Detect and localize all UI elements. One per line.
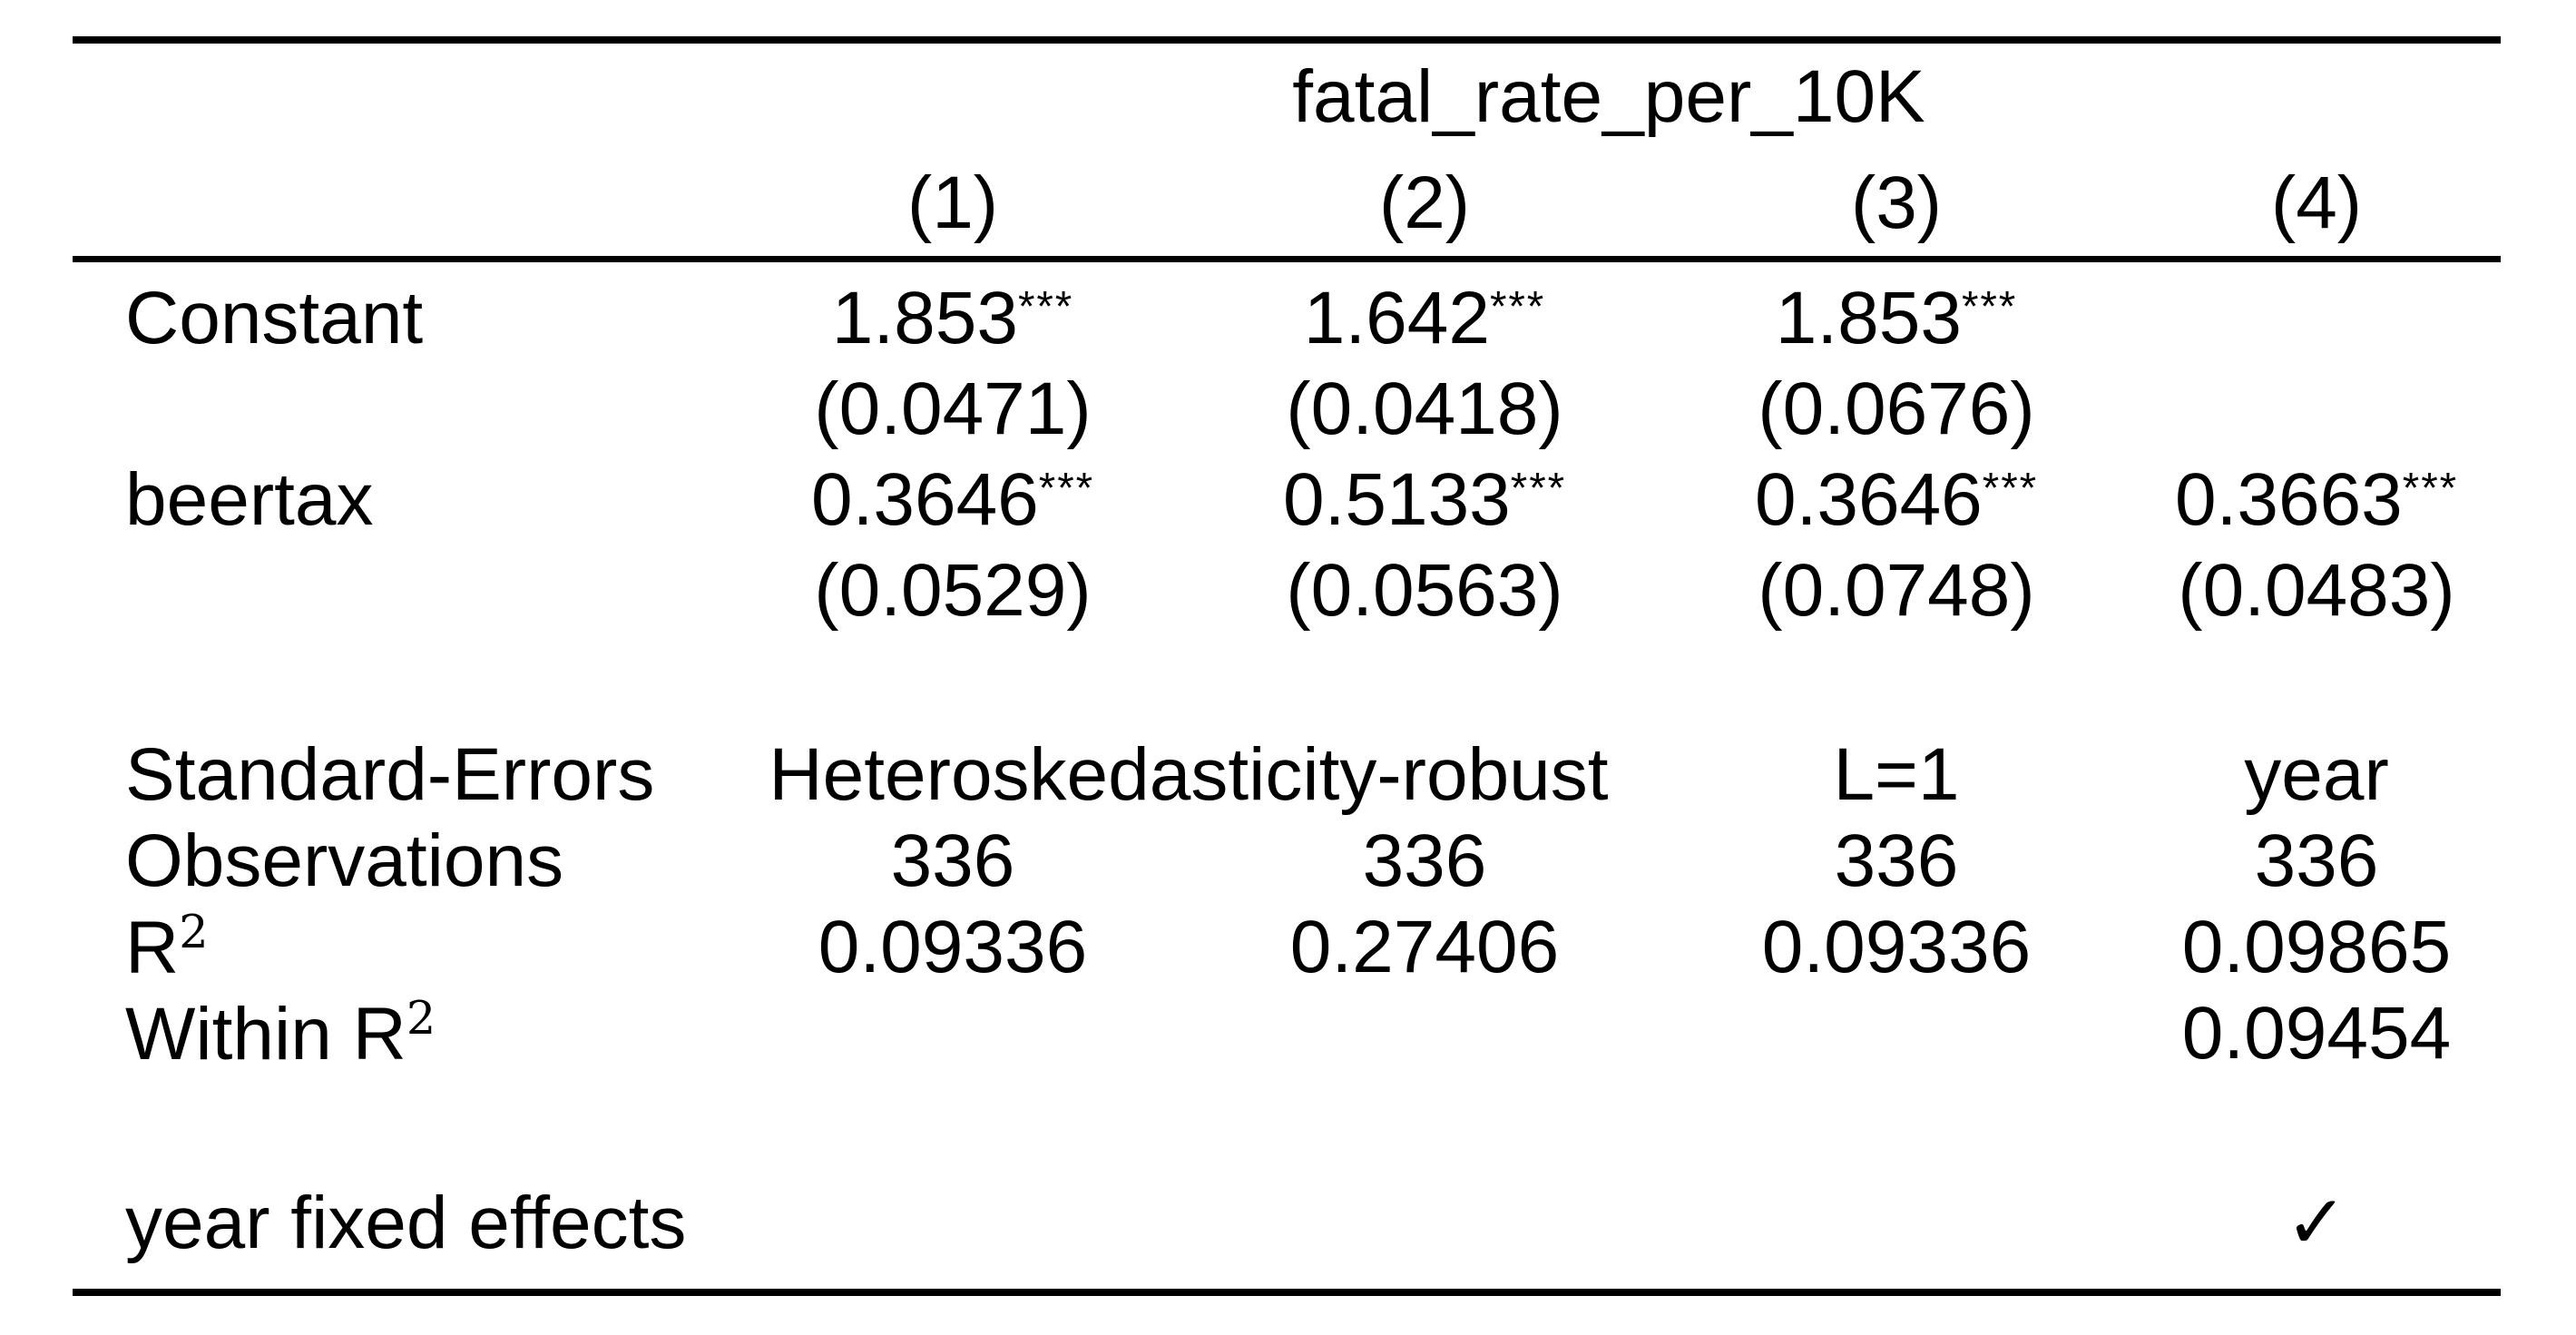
constant-estimate-2: 1.642*** xyxy=(1189,281,1660,356)
r2-label: R2 xyxy=(73,906,717,989)
estimate-value: 0.3646 xyxy=(810,458,1039,541)
table-body: Constant 1.853*** 1.642*** 1.853*** (0.0… xyxy=(73,262,2501,1289)
constant-estimate-row: Constant 1.853*** 1.642*** 1.853*** xyxy=(73,273,2501,364)
r2-label-base: R xyxy=(125,906,180,989)
constant-stderr-1: (0.0471) xyxy=(814,368,1092,450)
within-r2-row: Within R2 0.09454 xyxy=(73,990,2501,1076)
beertax-stderr-4: (0.0483) xyxy=(2178,549,2455,632)
standard-errors-row: Standard-Errors Heteroskedasticity-robus… xyxy=(73,731,2501,818)
constant-estimate-1: 1.853*** xyxy=(717,281,1189,356)
section-gap xyxy=(73,1076,2501,1178)
r2-row: R2 0.09336 0.27406 0.09336 0.09865 xyxy=(73,904,2501,990)
constant-stderr-3: (0.0676) xyxy=(1758,368,2035,450)
estimate-value: 0.3646 xyxy=(1754,458,1983,541)
significance-stars: *** xyxy=(1510,464,1567,513)
se-type-col-3: L=1 xyxy=(1833,732,1960,816)
beertax-stderr-3: (0.0748) xyxy=(1758,549,2035,632)
r2-1: 0.09336 xyxy=(818,905,1088,988)
standard-errors-label: Standard-Errors xyxy=(125,732,655,816)
mid-rule xyxy=(73,256,2501,262)
observations-3: 336 xyxy=(1834,819,1959,902)
significance-stars: *** xyxy=(1961,282,2018,331)
significance-stars: *** xyxy=(1489,282,1546,331)
model-header-2: (2) xyxy=(1378,161,1471,244)
estimate-value: 1.853 xyxy=(1775,277,1962,359)
dependent-variable-row: fatal_rate_per_10K xyxy=(73,44,2501,150)
year-fixed-effects-label: year fixed effects xyxy=(125,1182,687,1264)
bottom-rule xyxy=(73,1289,2501,1296)
year-fixed-effects-row: year fixed effects ✓ xyxy=(73,1178,2501,1269)
beertax-stderr-1: (0.0529) xyxy=(814,549,1092,632)
regression-table: fatal_rate_per_10K (1) (2) (3) (4) Const… xyxy=(73,36,2501,1296)
section-gap xyxy=(73,636,2501,731)
se-type-cols-1-2: Heteroskedasticity-robust xyxy=(769,732,1609,816)
constant-label: Constant xyxy=(125,277,424,359)
r2-3: 0.09336 xyxy=(1761,905,2032,988)
beertax-label: beertax xyxy=(125,458,374,541)
beertax-estimate-3: 0.3646*** xyxy=(1660,463,2132,537)
se-type-col-4: year xyxy=(2244,732,2389,816)
beertax-stderr-2: (0.0563) xyxy=(1286,549,1563,632)
beertax-estimate-1: 0.3646*** xyxy=(717,463,1189,537)
beertax-estimate-4: 0.3663*** xyxy=(2132,463,2501,537)
within-r2-4: 0.09454 xyxy=(2181,991,2452,1075)
r2-2: 0.27406 xyxy=(1289,905,1560,988)
observations-label: Observations xyxy=(125,819,564,902)
estimate-value: 0.3663 xyxy=(2174,458,2403,541)
within-r2-label: Within R2 xyxy=(73,995,717,1072)
beertax-stderr-row: (0.0529) (0.0563) (0.0748) (0.0483) xyxy=(73,545,2501,636)
model-header-1: (1) xyxy=(906,161,999,244)
observations-4: 336 xyxy=(2254,819,2379,902)
dependent-variable-header: fatal_rate_per_10K xyxy=(1292,54,1925,138)
observations-2: 336 xyxy=(1362,819,1487,902)
within-r2-superscript: 2 xyxy=(406,990,436,1045)
estimate-value: 1.642 xyxy=(1303,277,1490,359)
significance-stars: *** xyxy=(1982,464,2039,513)
top-rule xyxy=(73,36,2501,44)
observations-row: Observations 336 336 336 336 xyxy=(73,818,2501,904)
model-header-3: (3) xyxy=(1850,161,1943,244)
estimate-value: 0.5133 xyxy=(1282,458,1511,541)
constant-estimate-3: 1.853*** xyxy=(1660,281,2132,356)
constant-stderr-2: (0.0418) xyxy=(1286,368,1563,450)
within-r2-label-base: Within R xyxy=(125,992,406,1075)
observations-1: 336 xyxy=(890,819,1015,902)
estimate-value: 1.853 xyxy=(831,277,1018,359)
significance-stars: *** xyxy=(2402,464,2459,513)
r2-superscript: 2 xyxy=(179,904,209,958)
checkmark-icon: ✓ xyxy=(2285,1182,2348,1264)
significance-stars: *** xyxy=(1017,282,1074,331)
r2-4: 0.09865 xyxy=(2181,905,2452,988)
beertax-estimate-row: beertax 0.3646*** 0.5133*** 0.3646*** 0.… xyxy=(73,455,2501,545)
significance-stars: *** xyxy=(1038,464,1095,513)
model-header-4: (4) xyxy=(2270,161,2363,244)
model-number-row: (1) (2) (3) (4) xyxy=(73,150,2501,256)
beertax-estimate-2: 0.5133*** xyxy=(1189,463,1660,537)
constant-stderr-row: (0.0471) (0.0418) (0.0676) xyxy=(73,364,2501,455)
